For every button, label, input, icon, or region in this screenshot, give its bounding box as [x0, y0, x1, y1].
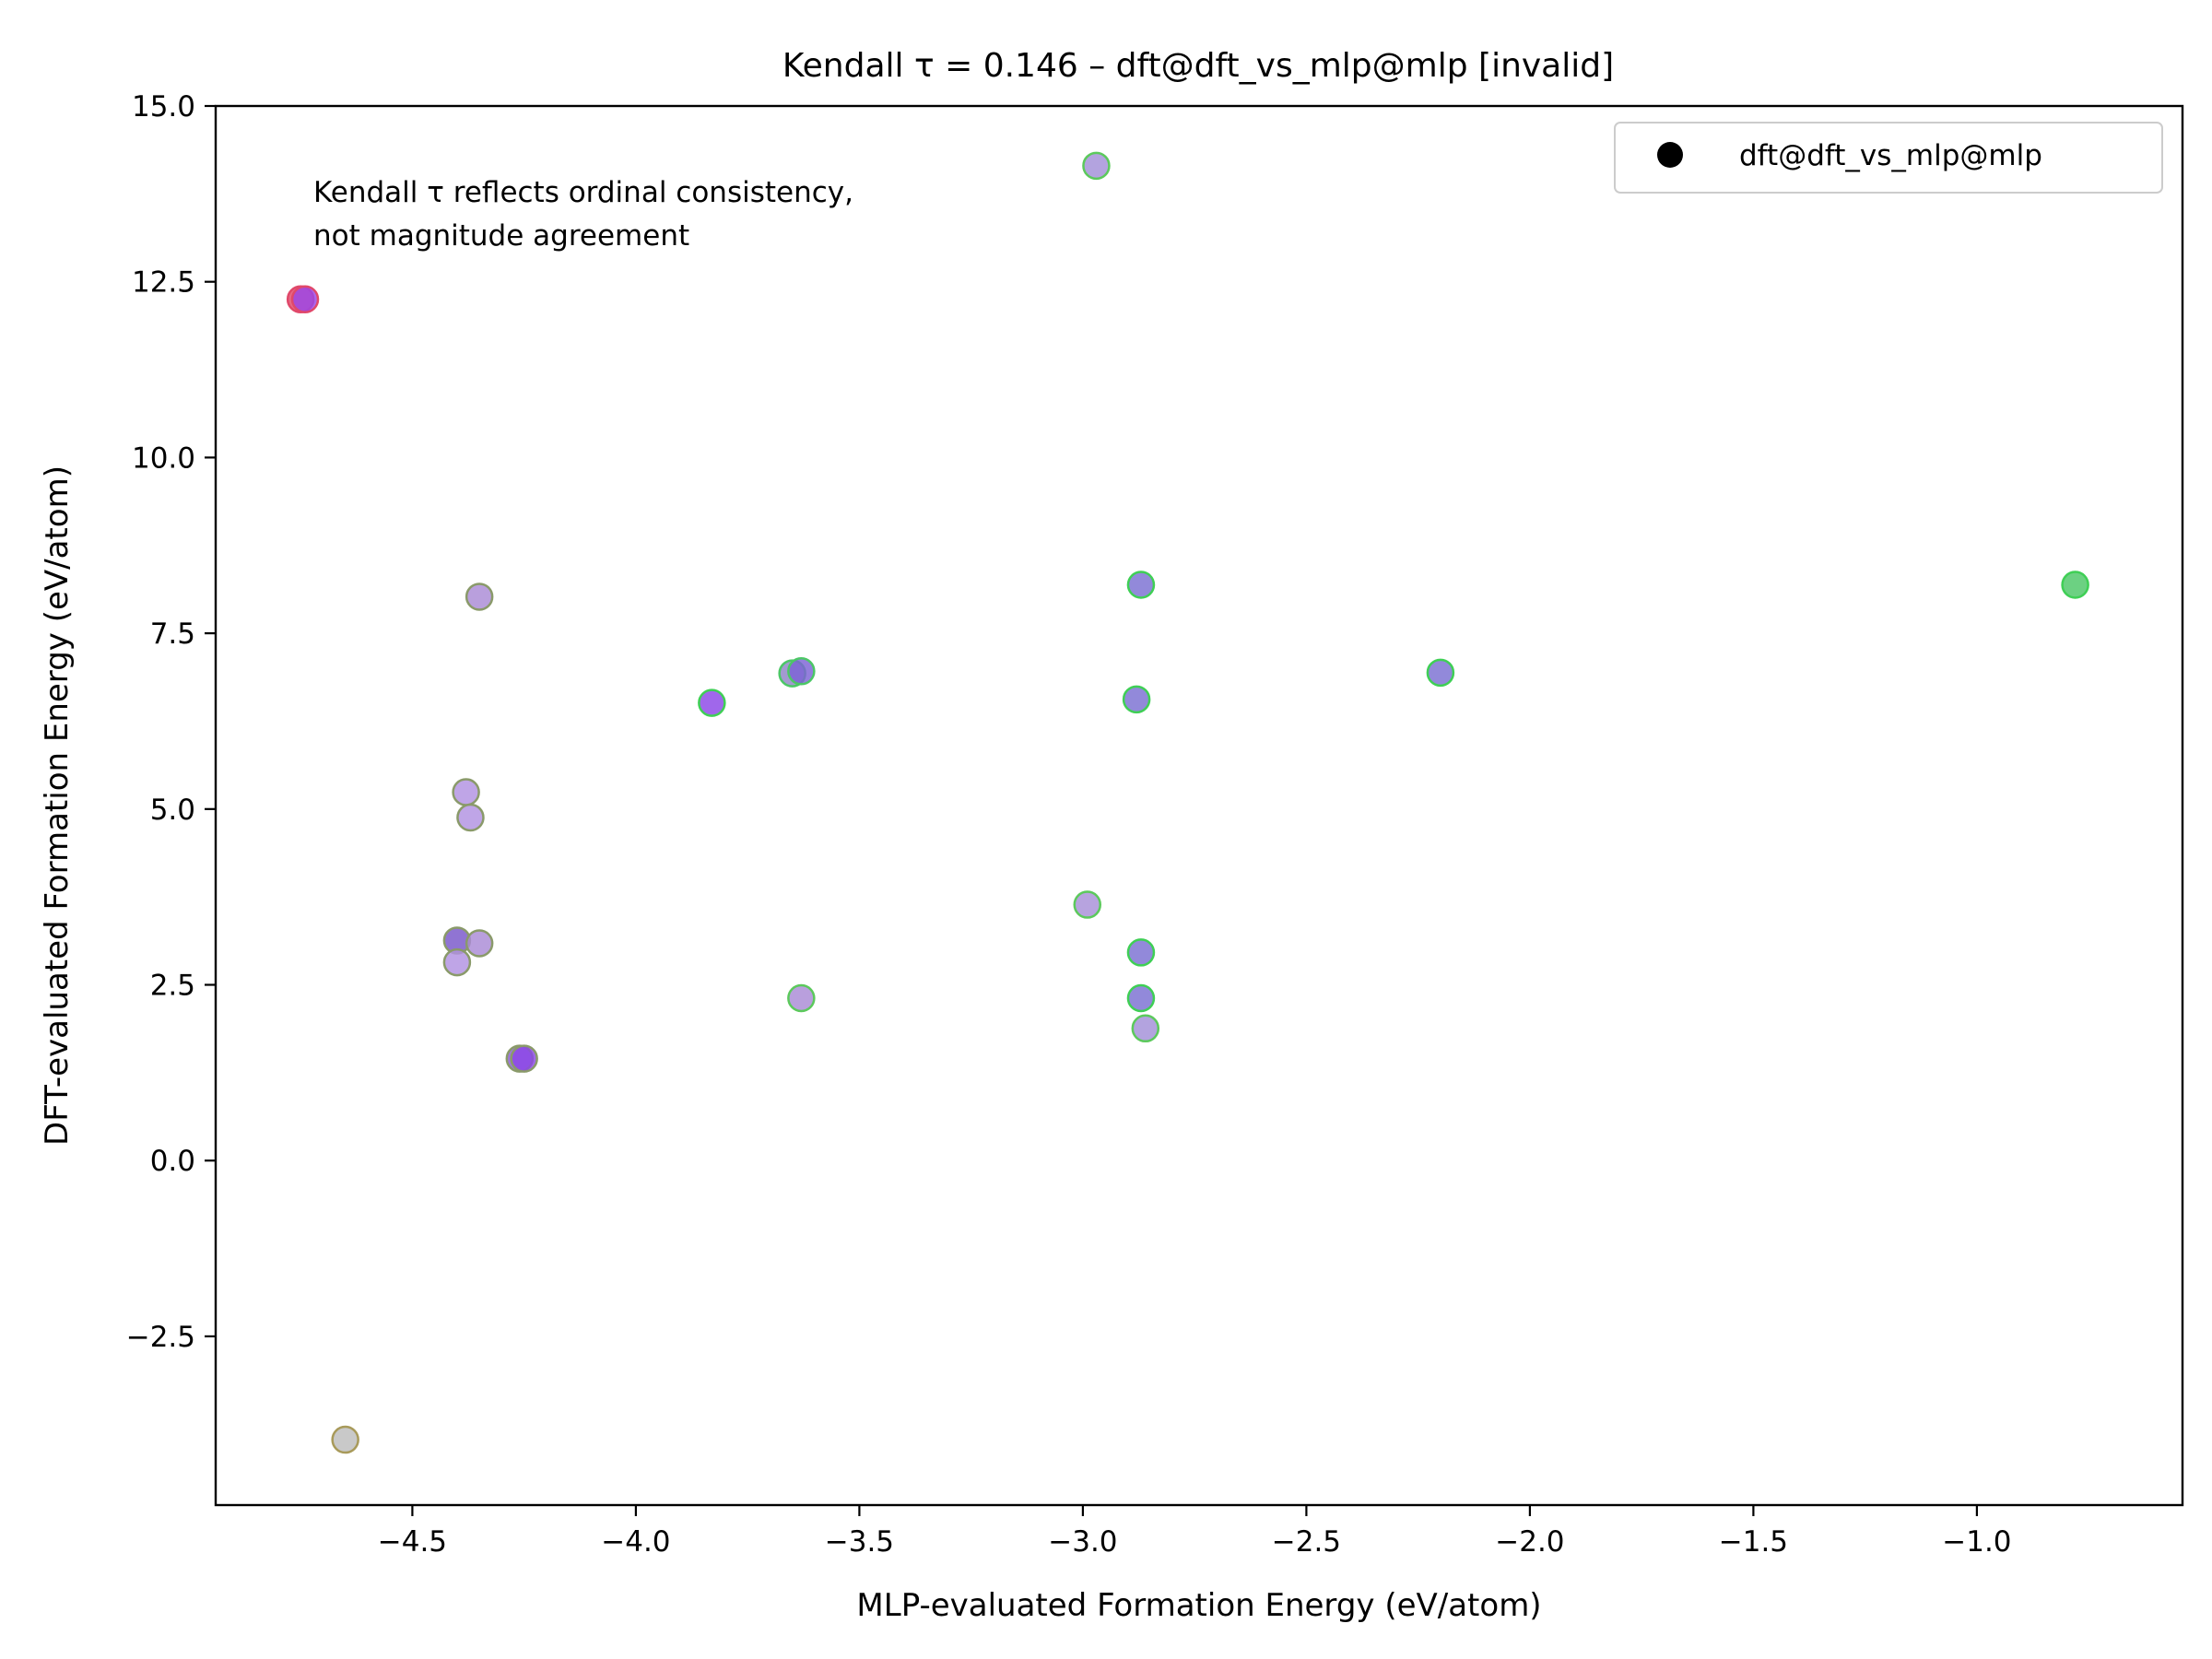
scatter-point: [1126, 571, 1156, 599]
scatter-point: [452, 778, 480, 806]
y-ticks: −2.5 0.0 2.5 5.0 7.5 10.0 12.5 15.0: [126, 90, 216, 1354]
scatter-point: [1126, 938, 1156, 967]
scatter-point: [465, 582, 494, 611]
plot-frame: [214, 104, 2184, 1507]
y-tick-label: 7.5: [150, 618, 195, 651]
y-tick-label: 2.5: [150, 970, 195, 1003]
legend-label: dft@dft_vs_mlp@mlp: [1739, 139, 2042, 172]
annotation-line-2: not magnitude agreement: [313, 219, 689, 253]
scatter-point: [1073, 890, 1101, 919]
x-tick-label: −4.0: [601, 1525, 670, 1559]
scatter-point: [1126, 983, 1156, 1013]
x-tick-label: −2.5: [1272, 1525, 1341, 1559]
scatter-point: [456, 803, 485, 832]
y-tick-label: 10.0: [132, 441, 195, 475]
x-tick-label: −4.5: [378, 1525, 447, 1559]
scatter-point: [1426, 658, 1455, 688]
scatter-point: [442, 947, 472, 977]
x-tick-label: −1.0: [1942, 1525, 2011, 1559]
points-layer: [286, 151, 2089, 1454]
x-tick-label: −1.5: [1719, 1525, 1788, 1559]
x-axis-label: MLP-evaluated Formation Energy (eV/atom): [856, 1587, 1541, 1624]
x-tick-label: −2.0: [1495, 1525, 1564, 1559]
x-tick-label: −3.0: [1048, 1525, 1117, 1559]
x-tick-label: −3.5: [825, 1525, 894, 1559]
scatter-point: [1082, 151, 1111, 181]
scatter-point: [331, 1425, 359, 1454]
scatter-point: [1131, 1014, 1160, 1043]
scatter-point: [290, 285, 320, 314]
y-tick-label: 0.0: [150, 1145, 195, 1178]
scatter-point: [787, 983, 816, 1013]
annotation-line-1: Kendall τ reflects ordinal consistency,: [313, 176, 853, 209]
y-axis-label: DFT-evaluated Formation Energy (eV/atom): [39, 465, 76, 1146]
y-tick-label: 12.5: [132, 266, 195, 300]
legend: dft@dft_vs_mlp@mlp: [1614, 122, 2163, 194]
scatter-point: [698, 688, 726, 717]
scatter-point: [465, 929, 494, 958]
x-ticks: −4.5 −4.0 −3.5 −3.0 −2.5 −2.0 −1.5 −1.0: [378, 1505, 2012, 1559]
chart-title: Kendall τ = 0.146 – dft@dft_vs_mlp@mlp […: [782, 47, 1614, 85]
legend-marker: [1657, 142, 1683, 168]
y-tick-label: 15.0: [132, 90, 195, 124]
y-tick-label: −2.5: [126, 1321, 195, 1354]
scatter-point: [1122, 685, 1151, 714]
scatter-point: [510, 1044, 538, 1073]
scatter-point: [2061, 571, 2089, 599]
y-tick-label: 5.0: [150, 794, 195, 827]
scatter-point: [787, 657, 816, 686]
legend-frame: [1614, 122, 2163, 194]
